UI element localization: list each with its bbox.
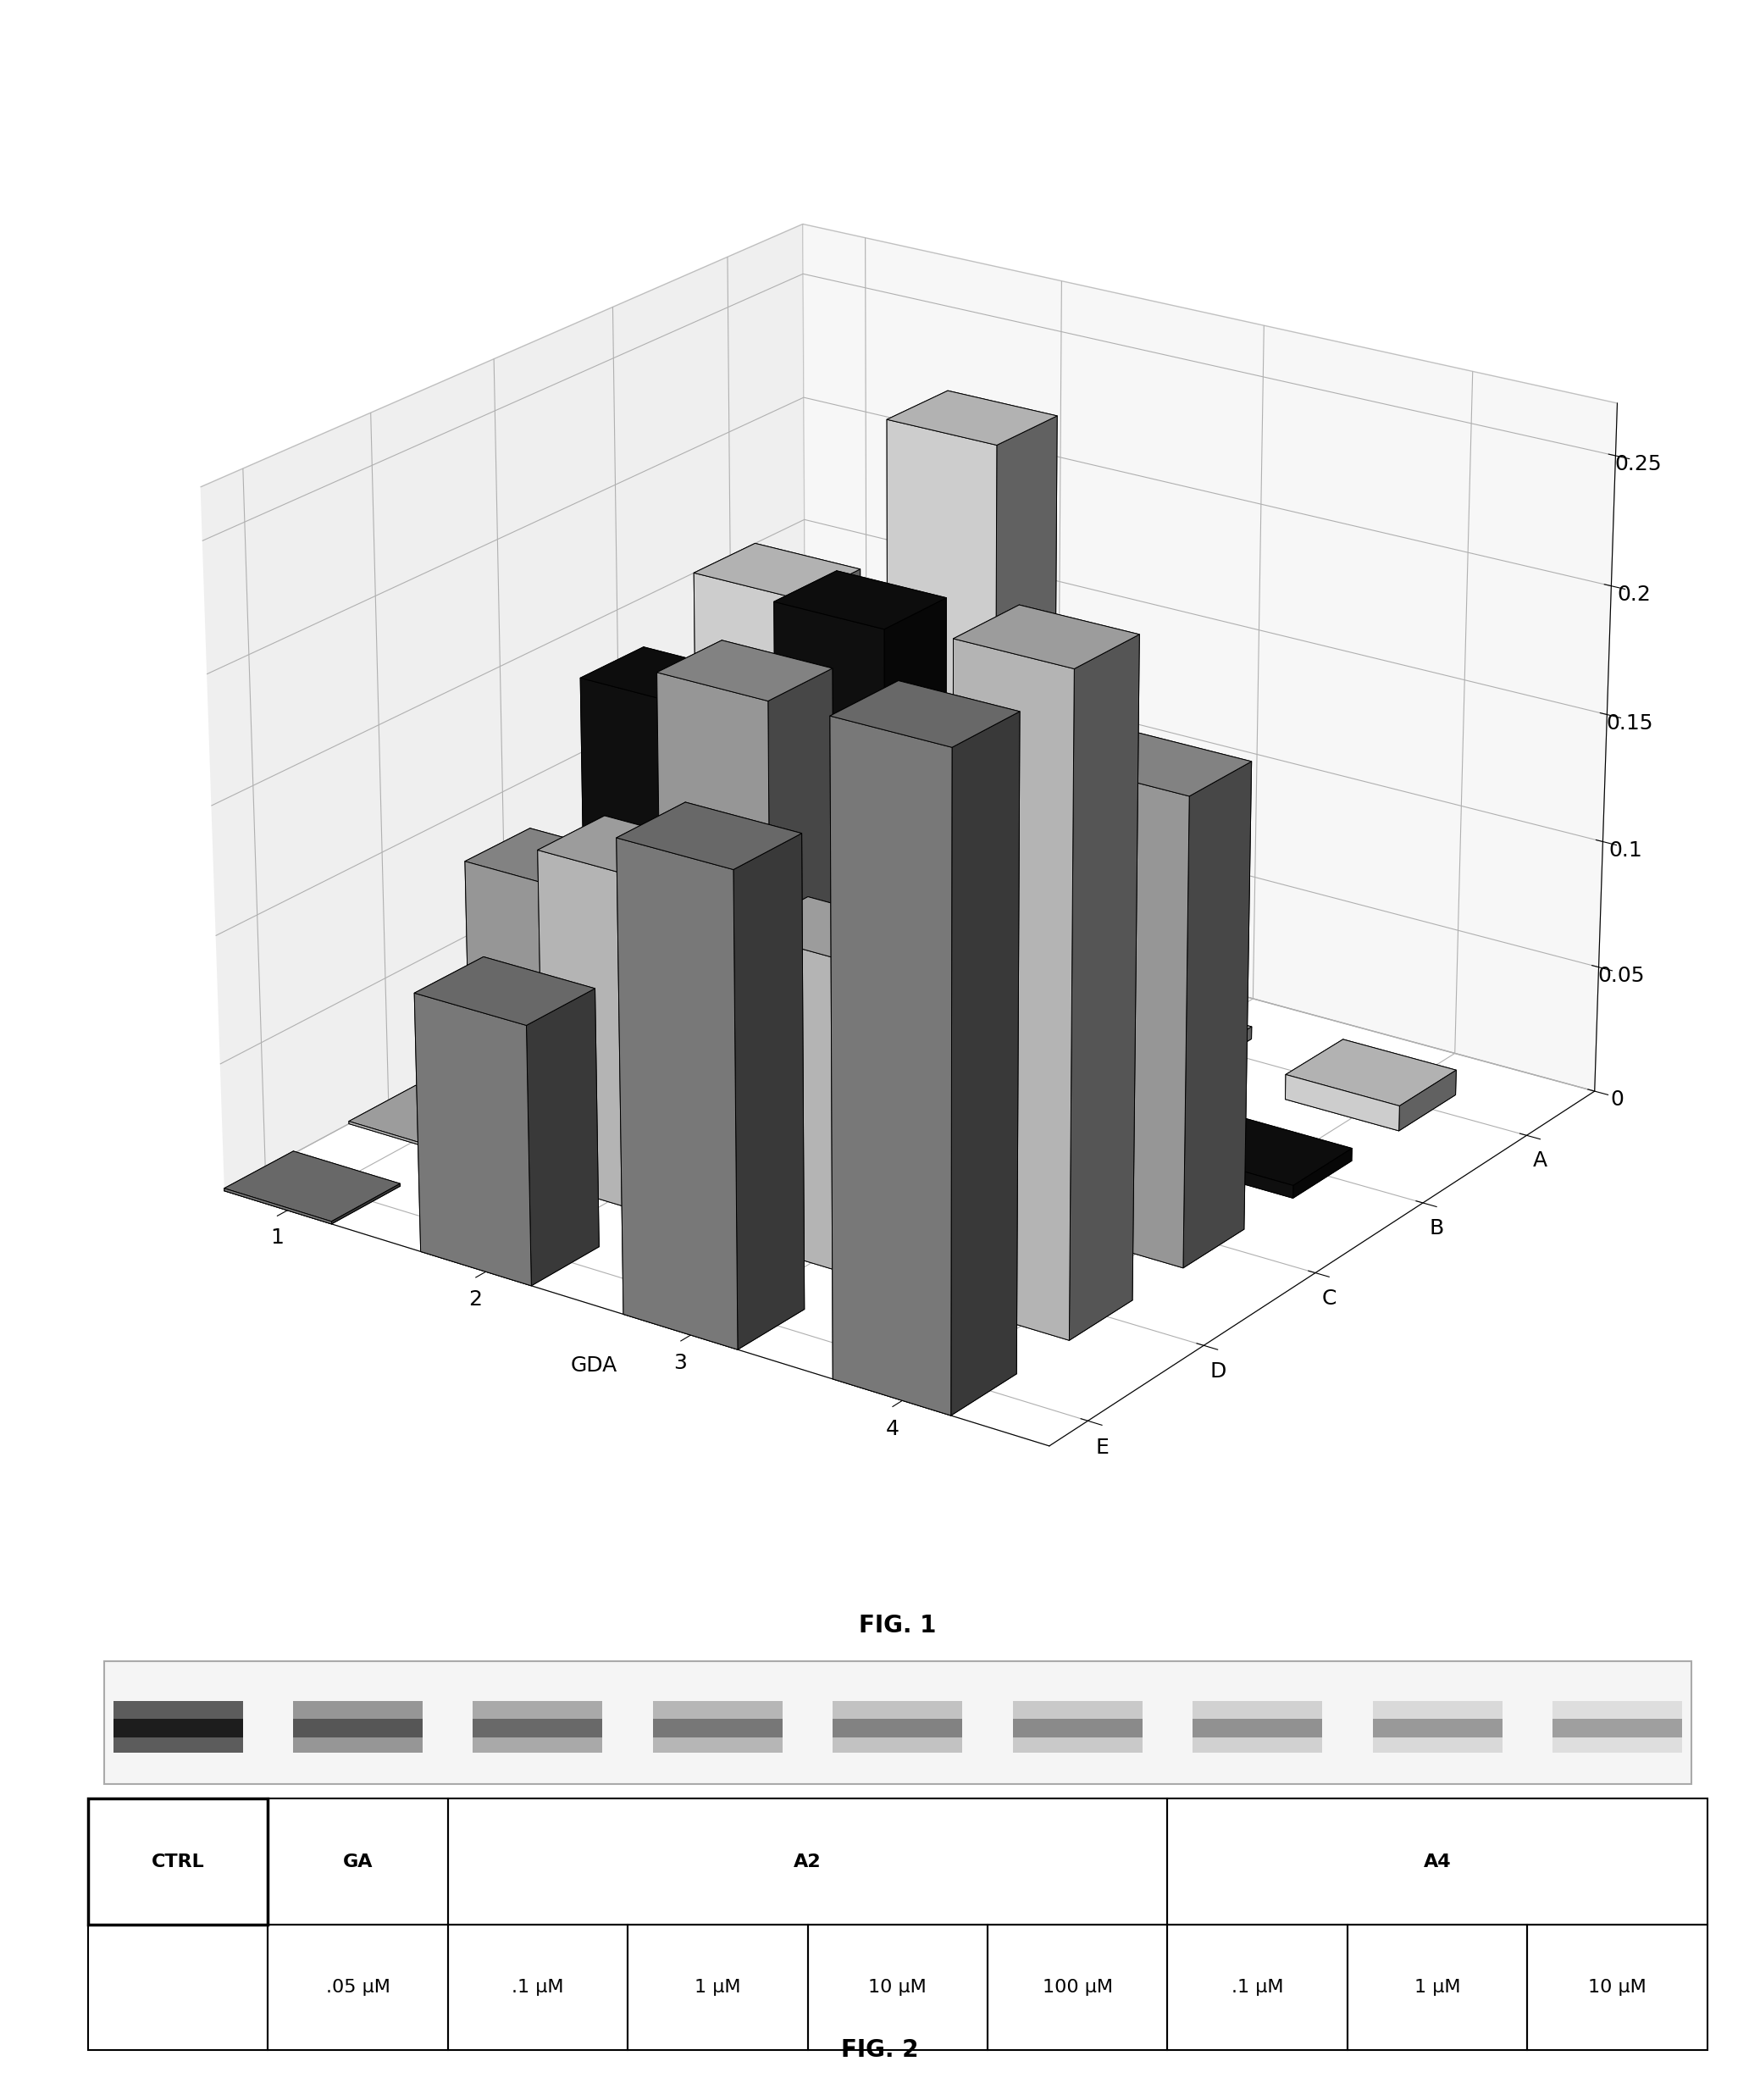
- Bar: [1552, 1701, 1683, 1754]
- Bar: [832, 1701, 963, 1754]
- Text: FIG. 1: FIG. 1: [859, 1613, 936, 1638]
- Bar: [294, 1720, 422, 1737]
- Bar: [294, 1701, 422, 1754]
- Text: FIG. 2: FIG. 2: [841, 2039, 919, 2062]
- Bar: [832, 1720, 963, 1737]
- Bar: [1193, 1720, 1322, 1737]
- Bar: [987, 1924, 1167, 2050]
- Bar: [1348, 1924, 1528, 2050]
- Bar: [1167, 1924, 1348, 2050]
- Text: .05 μM: .05 μM: [326, 1978, 391, 1995]
- Bar: [1012, 1720, 1142, 1737]
- Bar: [1193, 1701, 1322, 1754]
- Bar: [1167, 1800, 1707, 1924]
- Bar: [88, 1800, 268, 1924]
- Bar: [447, 1924, 628, 2050]
- Text: 10 μM: 10 μM: [1588, 1978, 1646, 1995]
- Bar: [473, 1701, 602, 1754]
- Bar: [268, 1924, 447, 2050]
- Text: .1 μM: .1 μM: [512, 1978, 563, 1995]
- Bar: [88, 1924, 268, 2050]
- Bar: [1373, 1720, 1501, 1737]
- Text: GA: GA: [343, 1852, 373, 1871]
- Bar: [653, 1701, 783, 1754]
- Text: 1 μM: 1 μM: [1415, 1978, 1461, 1995]
- Bar: [113, 1701, 243, 1754]
- Bar: [1528, 1924, 1707, 2050]
- X-axis label: GDA: GDA: [570, 1354, 618, 1376]
- Bar: [1012, 1701, 1142, 1754]
- Text: 10 μM: 10 μM: [868, 1978, 928, 1995]
- Bar: [447, 1800, 1167, 1924]
- Bar: [628, 1924, 808, 2050]
- Text: 100 μM: 100 μM: [1042, 1978, 1112, 1995]
- Bar: [1552, 1720, 1683, 1737]
- Text: A4: A4: [1424, 1852, 1452, 1871]
- Text: A2: A2: [794, 1852, 822, 1871]
- Text: CTRL: CTRL: [151, 1852, 204, 1871]
- Bar: [473, 1720, 602, 1737]
- Text: .1 μM: .1 μM: [1232, 1978, 1283, 1995]
- Bar: [1373, 1701, 1501, 1754]
- Bar: [268, 1800, 447, 1924]
- Bar: [113, 1720, 243, 1737]
- Bar: [653, 1720, 783, 1737]
- Bar: [808, 1924, 987, 2050]
- Text: 1 μM: 1 μM: [695, 1978, 741, 1995]
